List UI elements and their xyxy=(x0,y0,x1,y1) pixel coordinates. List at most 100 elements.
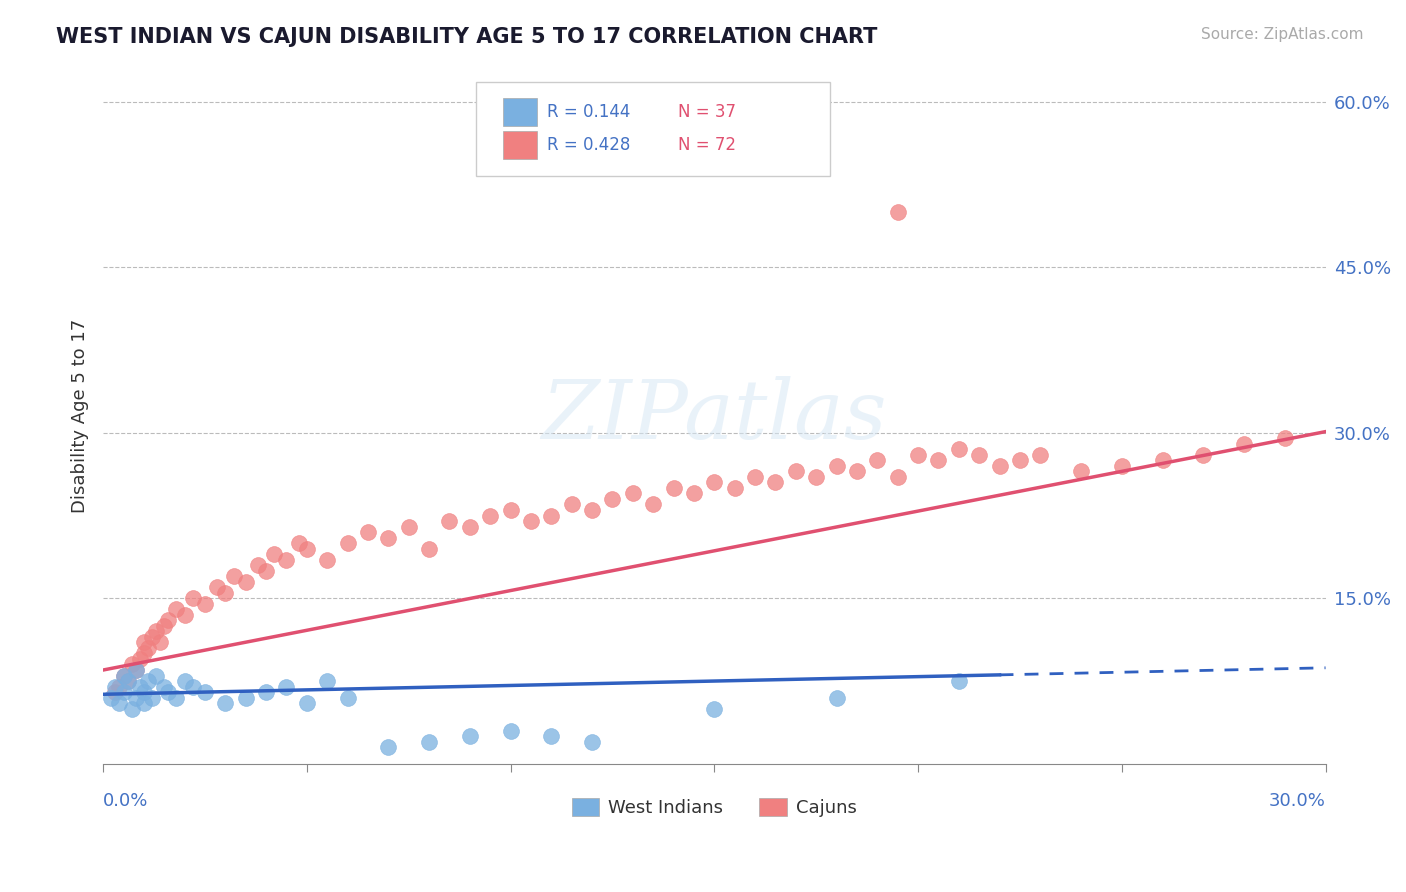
Point xyxy=(683,486,706,500)
Point xyxy=(581,503,603,517)
Point xyxy=(785,464,807,478)
Text: R = 0.144: R = 0.144 xyxy=(547,103,630,121)
Point xyxy=(458,519,481,533)
Point xyxy=(235,574,257,589)
Point xyxy=(112,685,135,699)
Point xyxy=(418,541,440,556)
Point xyxy=(112,668,135,682)
Point xyxy=(357,524,380,539)
Point xyxy=(157,613,180,627)
Point xyxy=(121,701,143,715)
Point xyxy=(235,690,257,705)
Point xyxy=(886,205,908,219)
Point xyxy=(948,674,970,689)
Point xyxy=(132,685,155,699)
Point xyxy=(336,536,359,550)
Point xyxy=(520,514,543,528)
Point xyxy=(141,630,163,644)
Point xyxy=(377,531,399,545)
Point xyxy=(561,498,583,512)
Point xyxy=(254,564,277,578)
Point xyxy=(295,541,318,556)
Point xyxy=(108,680,131,694)
Point xyxy=(581,735,603,749)
Point xyxy=(173,607,195,622)
Point xyxy=(104,685,127,699)
Point xyxy=(643,498,665,512)
Text: R = 0.428: R = 0.428 xyxy=(547,136,630,154)
FancyBboxPatch shape xyxy=(477,82,831,177)
Point xyxy=(276,680,298,694)
Point xyxy=(1233,436,1256,450)
Point xyxy=(418,735,440,749)
Point xyxy=(1029,448,1052,462)
Point xyxy=(967,448,990,462)
Point xyxy=(173,674,195,689)
Point xyxy=(117,674,139,689)
Point xyxy=(104,680,127,694)
Point xyxy=(112,668,135,682)
Point xyxy=(254,685,277,699)
Point xyxy=(316,674,339,689)
Point xyxy=(540,508,562,523)
Text: N = 72: N = 72 xyxy=(678,136,735,154)
Point xyxy=(602,491,624,506)
Point xyxy=(132,696,155,710)
Point xyxy=(100,690,122,705)
FancyBboxPatch shape xyxy=(503,98,537,127)
Point xyxy=(222,569,245,583)
Point xyxy=(263,547,285,561)
Point xyxy=(136,674,159,689)
Legend: West Indians, Cajuns: West Indians, Cajuns xyxy=(565,790,863,824)
Point xyxy=(214,586,236,600)
Text: 0.0%: 0.0% xyxy=(103,791,149,810)
Point xyxy=(806,470,828,484)
Point xyxy=(117,674,139,689)
Point xyxy=(181,680,204,694)
Point xyxy=(145,624,167,639)
Point xyxy=(128,652,150,666)
FancyBboxPatch shape xyxy=(503,131,537,159)
Point xyxy=(287,536,309,550)
Point xyxy=(377,740,399,755)
Point xyxy=(295,696,318,710)
Point xyxy=(181,591,204,606)
Point xyxy=(121,657,143,672)
Point xyxy=(157,685,180,699)
Point xyxy=(214,696,236,710)
Point xyxy=(336,690,359,705)
Point xyxy=(907,448,929,462)
Point xyxy=(621,486,644,500)
Point xyxy=(194,597,217,611)
Point xyxy=(166,690,188,705)
Point xyxy=(149,635,172,649)
Point xyxy=(398,519,420,533)
Point xyxy=(1274,431,1296,445)
Point xyxy=(744,470,766,484)
Point xyxy=(765,475,787,490)
Point xyxy=(1070,464,1092,478)
Point xyxy=(866,453,889,467)
Text: WEST INDIAN VS CAJUN DISABILITY AGE 5 TO 17 CORRELATION CHART: WEST INDIAN VS CAJUN DISABILITY AGE 5 TO… xyxy=(56,27,877,46)
Point xyxy=(166,602,188,616)
Point xyxy=(845,464,868,478)
Point xyxy=(136,640,159,655)
Point xyxy=(825,458,848,473)
Point xyxy=(125,663,148,677)
Text: N = 37: N = 37 xyxy=(678,103,735,121)
Text: Source: ZipAtlas.com: Source: ZipAtlas.com xyxy=(1201,27,1364,42)
Point xyxy=(825,690,848,705)
Point xyxy=(194,685,217,699)
Point xyxy=(132,647,155,661)
Point xyxy=(1152,453,1174,467)
Point xyxy=(153,680,176,694)
Text: 30.0%: 30.0% xyxy=(1268,791,1326,810)
Point xyxy=(703,475,725,490)
Point xyxy=(246,558,269,573)
Point xyxy=(108,696,131,710)
Point xyxy=(1111,458,1133,473)
Point xyxy=(145,668,167,682)
Point xyxy=(128,680,150,694)
Point xyxy=(125,690,148,705)
Point xyxy=(886,470,908,484)
